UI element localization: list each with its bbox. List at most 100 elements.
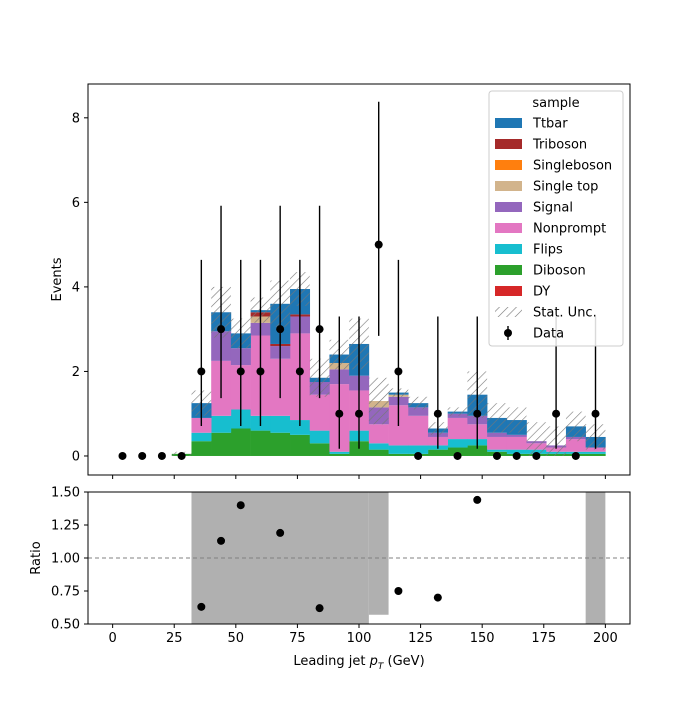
data-point [355,409,363,418]
bar-signal [487,432,508,437]
x-tick-label: 75 [289,631,306,646]
stat-unc-band [565,411,586,442]
data-point [138,451,147,460]
bar-flips [329,451,350,454]
bar-flips [487,449,508,452]
bar-flips [211,415,232,433]
main-plot-panel: 0 2 4 6 8 Events [50,83,631,479]
legend-swatch-dy [495,286,522,296]
bar-flips [585,451,606,454]
ratio-plot-panel: 0.50 0.75 1.00 1.25 1.50 0 25 50 75 100 125 150 175 2… [29,486,631,672]
bar-nonprompt [408,415,429,446]
bar-nonprompt [487,436,508,450]
bar-nonprompt [447,417,468,440]
stat-unc-band [368,377,389,425]
ratio-y-tick-label: 1.25 [51,519,80,534]
bar-flips [447,439,468,448]
bar-diboson [230,428,251,456]
y-tick-label: 0 [72,449,80,464]
legend-box [488,90,624,347]
x-tick-label: 0 [108,631,116,646]
bar-diboson [270,432,291,456]
legend-swatch-signal [495,202,522,212]
x-tick-label: 175 [531,631,556,646]
data-point [118,451,127,460]
legend-label-nonprompt: Nonprompt [533,222,606,237]
data-point [394,367,403,376]
y-tick-label: 8 [72,111,80,126]
x-tick-label: 200 [593,631,618,646]
bar-diboson [368,449,389,456]
stat-unc-band [526,422,547,456]
data-point [552,409,561,418]
data-point [433,409,442,418]
x-axis-label-sub: T [378,662,385,672]
legend-label-singleboson: Singleboson [533,159,612,174]
bar-nonprompt [506,436,527,450]
ratio-y-tick-label: 0.75 [51,585,80,600]
bar-diboson [250,430,271,456]
ratio-point [315,604,324,613]
y-tick-label: 6 [72,196,80,211]
legend-swatch-triboson [495,139,522,149]
legend-swatch-diboson [495,265,522,275]
bar-diboson [191,441,212,456]
data-point [414,451,423,460]
bar-nonprompt [565,439,586,452]
ratio-y-tick-label: 1.50 [51,486,80,501]
legend-label-data: Data [533,327,564,342]
x-tick-label: 100 [347,631,372,646]
legend-label-flips: Flips [533,243,563,258]
x-tick-label: 25 [166,631,183,646]
bar-flips [408,445,429,454]
data-point [335,409,344,418]
ratio-point [197,602,206,611]
data-point [197,367,206,376]
legend-swatch-ttbar [495,118,522,128]
ratio-point [236,501,245,510]
stat-unc-band [506,407,527,433]
bar-diboson [585,453,606,456]
bar-diboson [329,453,350,456]
ratio-y-tick-label: 0.50 [51,618,80,633]
bar-signal [506,434,527,437]
data-point [217,325,226,334]
legend-label-triboson: Triboson [532,138,587,153]
ratio-point [217,536,226,545]
x-axis-label-var: p [369,654,378,669]
data-point [571,451,580,460]
data-point [157,451,166,460]
ratio-point [473,495,482,504]
data-point [276,325,285,334]
bar-diboson [290,434,311,456]
legend-swatch-nonprompt [495,223,522,233]
stat-unc-band [447,407,468,416]
y-axis-label: Events [50,257,65,301]
bar-flips [309,430,330,444]
data-point [177,451,186,460]
y-tick-label: 2 [72,365,80,380]
bar-diboson [467,445,488,456]
legend: sample Ttbar Triboson Singleboson Single top… [488,90,624,347]
data-point [532,451,541,460]
ratio-y-tick-label: 1.00 [51,552,80,567]
legend-label-stat-unc: Stat. Unc. [533,306,597,321]
x-axis-label-suffix: (GeV) [383,654,424,669]
bar-flips [191,432,212,442]
legend-marker-data [504,329,512,337]
bar-signal [408,407,429,416]
y-tick-label: 4 [72,280,80,295]
bar-flips [368,443,389,450]
data-point [295,367,304,376]
ratio-point [433,593,442,602]
data-point [492,451,501,460]
x-axis-label: Leading jet pT (GeV) [293,654,424,672]
x-tick-label: 125 [408,631,433,646]
legend-label-single-top: Single top [533,180,598,195]
bar-diboson [388,453,409,456]
bar-flips [270,415,291,433]
bar-flips [290,420,311,435]
bar-diboson [427,449,448,456]
x-axis-label-prefix: Leading jet [293,654,369,669]
